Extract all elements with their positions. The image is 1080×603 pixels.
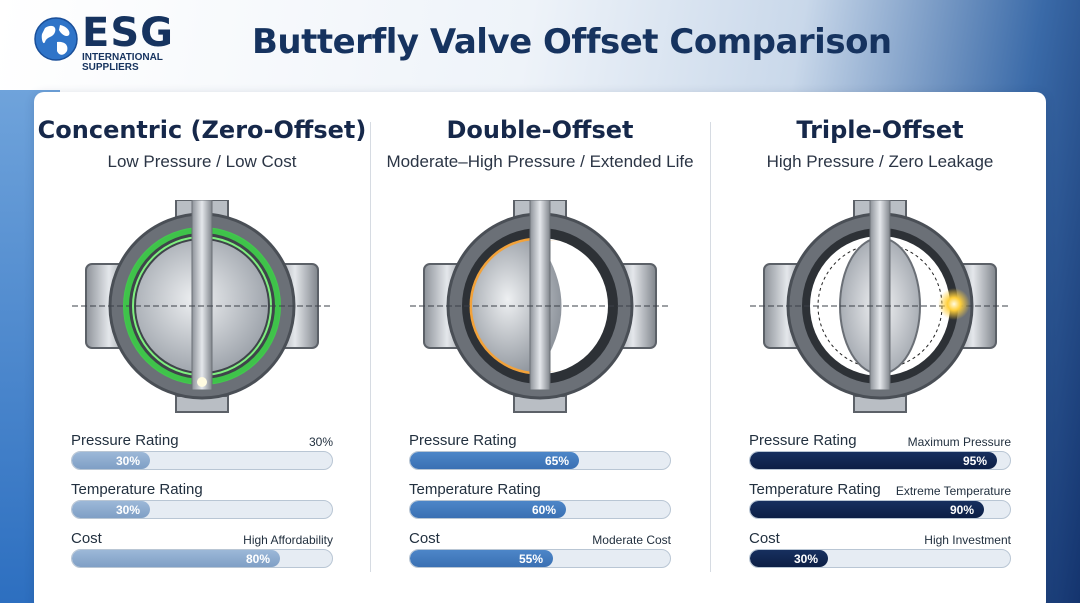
column-divider xyxy=(710,122,711,572)
progress-track: 60% xyxy=(409,500,671,519)
metric-note: High Affordability xyxy=(243,533,333,547)
page-title: Butterfly Valve Offset Comparison xyxy=(252,22,892,62)
metric-label: Cost xyxy=(71,530,102,547)
metric-label: Cost xyxy=(749,530,780,547)
metric-temperature-rating: Temperature Rating 60% xyxy=(409,481,671,521)
metric-note: Maximum Pressure xyxy=(907,435,1011,449)
metric-label: Temperature Rating xyxy=(71,481,203,498)
concentric-valve-diagram xyxy=(72,200,332,413)
column-subtitle: Low Pressure / Low Cost xyxy=(107,152,297,171)
header: ESG INTERNATIONAL SUPPLIERS Butterfly Va… xyxy=(0,0,1080,90)
metric-cost: Cost Moderate Cost 55% xyxy=(409,530,671,570)
triple-offset-valve-diagram xyxy=(750,200,1010,413)
metric-temperature-rating: Temperature Rating Extreme Temperature 9… xyxy=(749,481,1011,521)
progress-track: 65% xyxy=(409,451,671,470)
double-offset-valve-diagram xyxy=(410,200,670,413)
progress-track: 80% xyxy=(71,549,333,568)
column-concentric: Concentric (Zero-Offset) Low Pressure / … xyxy=(34,92,370,603)
column-double-offset: Double-Offset Moderate–High Pressure / E… xyxy=(372,92,708,603)
column-title: Concentric (Zero-Offset) xyxy=(37,116,367,144)
metric-label: Temperature Rating xyxy=(749,481,881,498)
metric-note: High Investment xyxy=(924,533,1011,547)
progress-track: 90% xyxy=(749,500,1011,519)
column-triple-offset: Triple-Offset High Pressure / Zero Leaka… xyxy=(712,92,1048,603)
brand-subtitle-line2: SUPPLIERS xyxy=(82,62,139,73)
progress-track: 30% xyxy=(71,500,333,519)
metric-temperature-rating: Temperature Rating 30% xyxy=(71,481,333,521)
metric-label: Temperature Rating xyxy=(409,481,541,498)
column-title: Double-Offset xyxy=(446,116,634,144)
metric-label: Pressure Rating xyxy=(409,432,517,449)
metric-pressure-rating: Pressure Rating 30% 30% xyxy=(71,432,333,472)
column-title: Triple-Offset xyxy=(796,116,964,144)
progress-fill: 60% xyxy=(410,501,566,518)
metric-label: Cost xyxy=(409,530,440,547)
progress-fill: 80% xyxy=(72,550,280,567)
progress-track: 30% xyxy=(71,451,333,470)
metric-label: Pressure Rating xyxy=(71,432,179,449)
progress-fill: 65% xyxy=(410,452,579,469)
brand-logo: ESG INTERNATIONAL SUPPLIERS xyxy=(33,10,183,76)
metric-label: Pressure Rating xyxy=(749,432,857,449)
brand-subtitle-line1: INTERNATIONAL xyxy=(82,52,163,63)
progress-fill: 55% xyxy=(410,550,553,567)
metric-cost: Cost High Affordability 80% xyxy=(71,530,333,570)
column-subtitle: Moderate–High Pressure / Extended Life xyxy=(386,152,694,171)
progress-track: 30% xyxy=(749,549,1011,568)
metric-note: 30% xyxy=(308,435,333,449)
progress-fill: 30% xyxy=(72,501,150,518)
metric-pressure-rating: Pressure Rating Maximum Pressure 95% xyxy=(749,432,1011,472)
progress-track: 95% xyxy=(749,451,1011,470)
comparison-card: Concentric (Zero-Offset) Low Pressure / … xyxy=(34,92,1046,603)
brand-subtitle: INTERNATIONAL SUPPLIERS xyxy=(82,53,192,73)
column-divider xyxy=(370,122,371,572)
globe-icon xyxy=(34,17,78,61)
metric-pressure-rating: Pressure Rating 65% xyxy=(409,432,671,472)
metric-note: Moderate Cost xyxy=(592,533,671,547)
progress-fill: 30% xyxy=(72,452,150,469)
progress-track: 55% xyxy=(409,549,671,568)
brand-name: ESG xyxy=(82,10,174,56)
progress-fill: 30% xyxy=(750,550,828,567)
progress-fill: 90% xyxy=(750,501,984,518)
column-subtitle: High Pressure / Zero Leakage xyxy=(766,152,994,171)
metric-cost: Cost High Investment 30% xyxy=(749,530,1011,570)
progress-fill: 95% xyxy=(750,452,997,469)
metric-note: Extreme Temperature xyxy=(895,484,1011,498)
